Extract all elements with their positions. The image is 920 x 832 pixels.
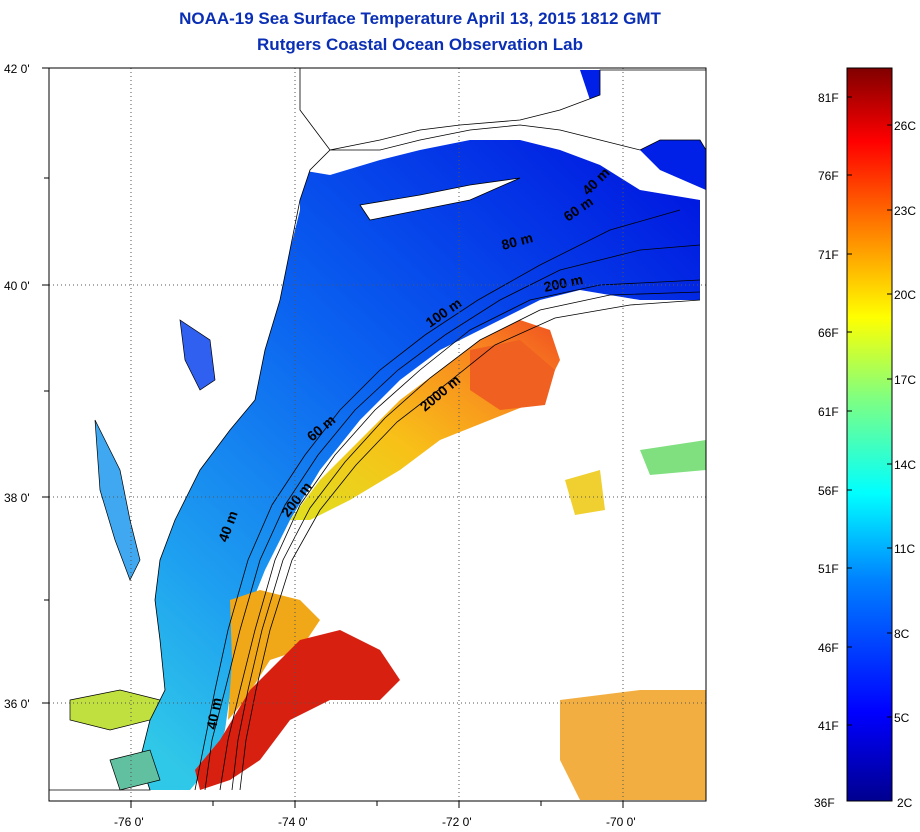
lat-tick-label: 36 0': [4, 697, 30, 711]
colorbar-c-labels: 26C 23C 20C 17C 14C 11C 8C 5C 2C: [894, 119, 916, 810]
colorbar-f-label: 36F: [814, 796, 835, 810]
colorbar-c-label: 8C: [894, 627, 910, 641]
colorbar-c-label: 17C: [894, 373, 916, 387]
colorbar-c-label: 2C: [897, 796, 913, 810]
temperature-colorbar: 81F 76F 71F 66F 61F 56F 51F 46F 41F 36F …: [814, 67, 916, 810]
southern-warm-region: [228, 590, 320, 720]
lat-tick-label: 42 0': [4, 62, 30, 76]
colorbar-c-label: 20C: [894, 288, 916, 302]
chesapeake-bay-outline: [94, 419, 141, 581]
pamlico-sound-outline: [69, 689, 161, 731]
shelf-water-region: [140, 140, 700, 790]
lon-tick-label: -70 0': [606, 815, 636, 829]
colorbar-f-label: 76F: [818, 169, 839, 183]
colorbar-f-label: 41F: [818, 719, 839, 733]
lon-tick-label: -76 0': [114, 815, 144, 829]
delaware-bay-outline: [179, 319, 216, 391]
axis-ticks: [42, 67, 624, 808]
gulf-stream-region: [195, 630, 400, 790]
lat-tick-label: 38 0': [4, 491, 30, 505]
warm-patch-se: [560, 690, 706, 800]
colorbar-c-label: 14C: [894, 458, 916, 472]
colorbar-c-label: 26C: [894, 119, 916, 133]
map-plot-area: 40 m 60 m 80 m 200 m 100 m 60 m 2000 m 2…: [49, 68, 706, 800]
long-island-land: [359, 177, 521, 221]
lon-tick-label: -72 0': [442, 815, 472, 829]
albemarle-sound-outline: [109, 749, 161, 791]
colorbar-f-labels: 81F 76F 71F 66F 61F 56F 51F 46F 41F 36F: [814, 91, 839, 810]
contour-label: 40 m: [203, 696, 224, 730]
warm-patch-e: [640, 440, 706, 475]
colorbar-c-label: 23C: [894, 204, 916, 218]
colorbar-f-label: 51F: [818, 562, 839, 576]
colorbar-f-label: 56F: [818, 484, 839, 498]
map-gridlines: [49, 68, 706, 801]
colorbar-f-label: 66F: [818, 326, 839, 340]
lon-tick-label: -74 0': [278, 815, 308, 829]
colorbar-gradient: [846, 67, 893, 802]
colorbar-ticks: [847, 96, 892, 726]
map-title: NOAA-19 Sea Surface Temperature April 13…: [179, 9, 661, 28]
colorbar-c-label: 11C: [894, 542, 915, 556]
warm-patch-mid: [565, 470, 605, 515]
land-region: [49, 68, 706, 791]
latitude-labels: 42 0' 40 0' 38 0' 36 0': [4, 62, 30, 711]
contour-label: 80 m: [500, 229, 535, 253]
colorbar-f-label: 61F: [818, 405, 839, 419]
map-subtitle: Rutgers Coastal Ocean Observation Lab: [257, 35, 583, 54]
warm-eddy-region: [470, 340, 555, 410]
bathymetry-contours: [194, 209, 701, 791]
colorbar-c-label: 5C: [894, 711, 910, 725]
colorbar-f-label: 71F: [818, 248, 839, 262]
longitude-labels: -76 0' -74 0' -72 0' -70 0': [114, 815, 636, 829]
colorbar-f-label: 46F: [818, 641, 839, 655]
lat-tick-label: 40 0': [4, 279, 30, 293]
colorbar-f-label: 81F: [818, 91, 839, 105]
